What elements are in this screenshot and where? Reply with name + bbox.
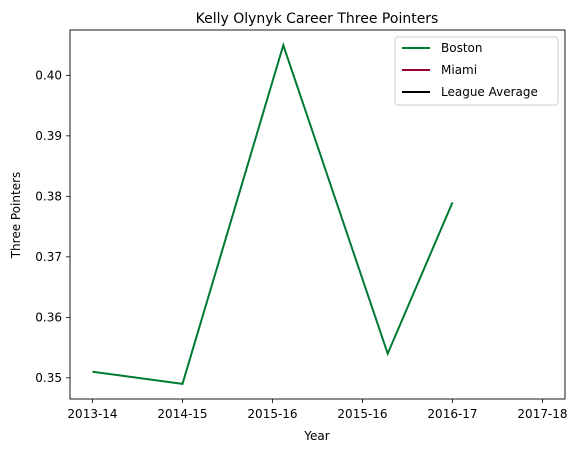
plot-area: 2013-14 2014-15 2015-16 2015-16 2016-17 2017-… — [35, 29, 568, 421]
x-axis: 2013-14 2014-15 2015-16 2015-16 2016-17 2017-… — [67, 399, 568, 421]
series-line-boston — [92, 41, 454, 385]
legend-label: Miami — [441, 63, 477, 77]
x-tick-label: 2017-18 — [517, 407, 567, 421]
legend-label: League Average — [441, 85, 538, 99]
legend-box — [394, 36, 559, 106]
x-axis-title: Year — [303, 429, 329, 443]
series-layer — [92, 41, 454, 385]
x-tick-label: 2015-16 — [247, 407, 297, 421]
y-axis: 0.35 0.36 0.37 0.38 0.39 0.40 — [35, 68, 70, 385]
y-tick-label: 0.36 — [35, 310, 62, 324]
x-tick-label: 2014-15 — [157, 407, 207, 421]
legend-label: Boston — [441, 41, 482, 55]
plot-frame — [69, 29, 566, 400]
chart-title: Kelly Olynyk Career Three Pointers — [196, 11, 439, 27]
x-tick-label: 2015-16 — [337, 407, 387, 421]
y-tick-label: 0.37 — [35, 250, 62, 264]
y-tick-label: 0.39 — [35, 129, 62, 143]
legend: Boston Miami League Average — [394, 36, 559, 106]
y-tick-label: 0.35 — [35, 371, 62, 385]
x-tick-label: 2016-17 — [427, 407, 477, 421]
y-tick-label: 0.38 — [35, 189, 62, 203]
y-axis-title: Three Pointers — [9, 172, 23, 260]
x-tick-label: 2013-14 — [67, 407, 117, 421]
y-tick-label: 0.40 — [35, 68, 62, 82]
